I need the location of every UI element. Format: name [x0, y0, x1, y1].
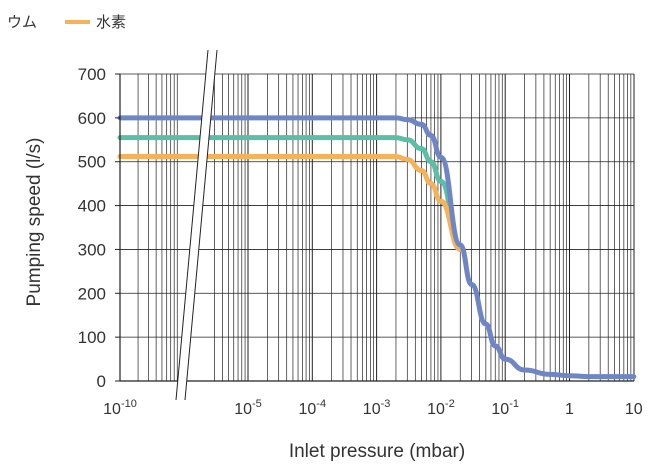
y-tick-labels: 0 100 200 300 400 500 600 700 — [78, 65, 106, 391]
legend-entry-hydrogen: 水素 — [96, 14, 126, 31]
x-tick-label: 10-10 — [103, 398, 137, 418]
x-tick-label: 1 — [565, 401, 574, 418]
x-axis-title: Inlet pressure (mbar) — [289, 441, 465, 462]
series-lines — [117, 115, 637, 380]
axes — [115, 73, 634, 382]
series-line-0 — [117, 115, 637, 380]
legend: ウム 水素 — [7, 14, 126, 31]
x-tick-label: 10-1 — [491, 398, 519, 418]
x-tick-label: 10-4 — [299, 398, 327, 418]
series-line-1 — [117, 135, 463, 252]
y-tick-label: 500 — [78, 153, 106, 172]
x-tick-label: 10 — [625, 401, 643, 418]
axis-break-line — [184, 49, 218, 401]
axis-break-band — [176, 50, 217, 400]
x-tick-labels: 10-10 10-5 10-4 10-3 10-2 10-1 1 10 — [103, 398, 643, 418]
y-tick-label: 200 — [78, 284, 106, 303]
legend-entry-0: ウム — [7, 14, 37, 31]
x-tick-label: 10-2 — [427, 398, 455, 418]
series-line-2 — [117, 153, 463, 252]
y-tick-label: 100 — [78, 328, 106, 347]
y-tick-label: 700 — [78, 65, 106, 84]
y-tick-label: 0 — [97, 372, 106, 391]
axis-break — [175, 49, 218, 401]
y-tick-label: 300 — [78, 240, 106, 259]
x-tick-label: 10-3 — [363, 398, 391, 418]
y-tick-label: 600 — [78, 109, 106, 128]
axis-break-line — [175, 49, 209, 401]
y-tick-label: 400 — [78, 197, 106, 216]
y-axis-title: Pumping speed (l/s) — [24, 138, 45, 307]
x-tick-label: 10-5 — [234, 398, 262, 418]
